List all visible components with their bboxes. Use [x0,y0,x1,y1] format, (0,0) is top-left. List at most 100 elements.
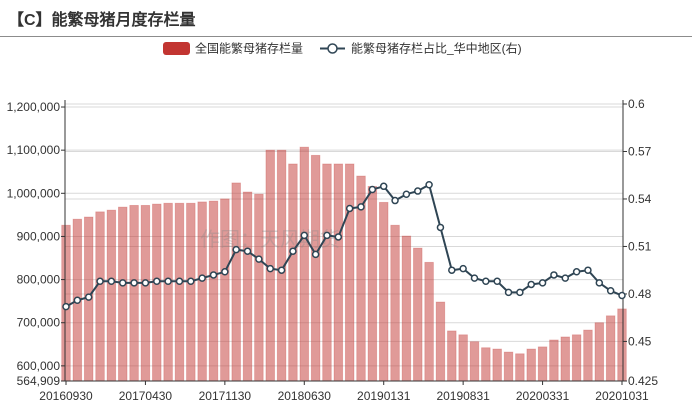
bar [129,204,139,382]
line-point [402,190,411,198]
x-tick-label: 20171130 [199,389,252,403]
bar [617,308,627,382]
bar [447,330,457,382]
x-tick-label: 20180630 [278,389,332,403]
bar [118,206,128,382]
bar [254,193,264,382]
line-point [572,268,581,276]
line-point [84,293,93,301]
y-left-tick-label: 800,000 [17,273,61,287]
y-right-tick-label: 0.57 [628,144,652,158]
bar [367,185,378,382]
bar [310,154,321,382]
line-point [289,247,297,255]
legend-line-marker [327,43,338,54]
line-point [357,203,365,211]
y-left-tick-label: 564,909 [17,374,61,388]
line-point [300,231,309,240]
line-point [436,223,445,232]
line-point [414,187,422,195]
y-left-tick-label: 1,000,000 [7,186,61,200]
y-right-tick-label: 0.54 [628,192,652,206]
line-point [323,231,331,240]
legend-item-line-series[interactable]: 能繁母猪存栏占比_华中地区(右) [320,41,522,56]
x-tick-label: 20200331 [516,389,570,403]
line-point [516,288,524,297]
line-point [130,279,138,287]
line-point [482,277,490,286]
bar [152,203,162,382]
x-tick-label: 20170430 [119,389,173,403]
line-point [595,279,604,287]
line-point [232,245,240,254]
bar [288,163,298,382]
legend-item-bar-series[interactable]: 全国能繁母猪存栏量 [163,41,303,56]
y-right-tick-label: 0.425 [628,374,658,388]
bar [379,201,389,382]
line-point [504,288,513,297]
line-point [334,233,343,241]
y-left-tick-label: 600,000 [17,359,61,373]
line-point [62,302,70,311]
y-left-tick-label: 1,200,000 [7,100,61,114]
line-point [266,264,274,273]
line-point [493,277,501,286]
line-markers [62,180,626,311]
line-point [425,180,433,189]
bar [401,235,412,382]
line-point [470,274,479,282]
bar [594,322,605,382]
line-point [164,277,172,286]
line-point [96,277,104,286]
line-point [391,196,399,205]
x-tick-labels: 20160930 20170430 20171130 20180630 20190131… [39,389,649,403]
bar [605,315,616,382]
bar [583,329,593,382]
y-left-tick-label: 700,000 [17,316,61,330]
line-point [527,280,535,289]
y-right-tick-label: 0.45 [628,334,652,348]
bar [492,348,502,382]
chart-title: 【C】能繁母猪月度存栏量 [8,10,196,29]
line-point [209,271,218,279]
legend-label-bar-series: 全国能繁母猪存栏量 [195,41,303,56]
line-point [550,271,558,279]
line-point [561,274,570,282]
bar [390,224,400,382]
bar [549,339,559,382]
bar [333,163,344,382]
line-point [153,277,161,286]
bar [174,202,185,382]
bar [503,351,514,382]
bar [299,146,309,382]
legend: 全国能繁母猪存栏量 能繁母猪存栏占比_华中地区(右) [163,41,522,56]
line-point [255,255,263,263]
bar [571,334,582,382]
line-point [448,266,456,274]
line-point [175,277,184,286]
bar [413,247,423,382]
y-right-tick-label: 0.48 [628,287,652,301]
line-point [459,264,467,273]
y-right-tick-label: 0.6 [628,97,645,111]
bar [526,348,536,382]
bar [220,198,230,382]
bar [424,261,434,382]
line-point [198,274,206,282]
line-point [243,247,252,255]
line-point [311,250,320,259]
x-tick-label: 20160930 [39,389,93,403]
bar [322,163,332,382]
line-point [618,291,626,300]
line-point [606,287,615,295]
x-tick-label: 20201031 [595,389,649,403]
line-point [379,182,388,191]
x-tick-label: 20190831 [436,389,490,403]
bar [469,341,480,382]
legend-label-line-series: 能繁母猪存栏占比_华中地区(右) [351,41,522,56]
bar [186,202,196,382]
bar [515,353,525,382]
legend-bar-swatch [163,42,190,55]
